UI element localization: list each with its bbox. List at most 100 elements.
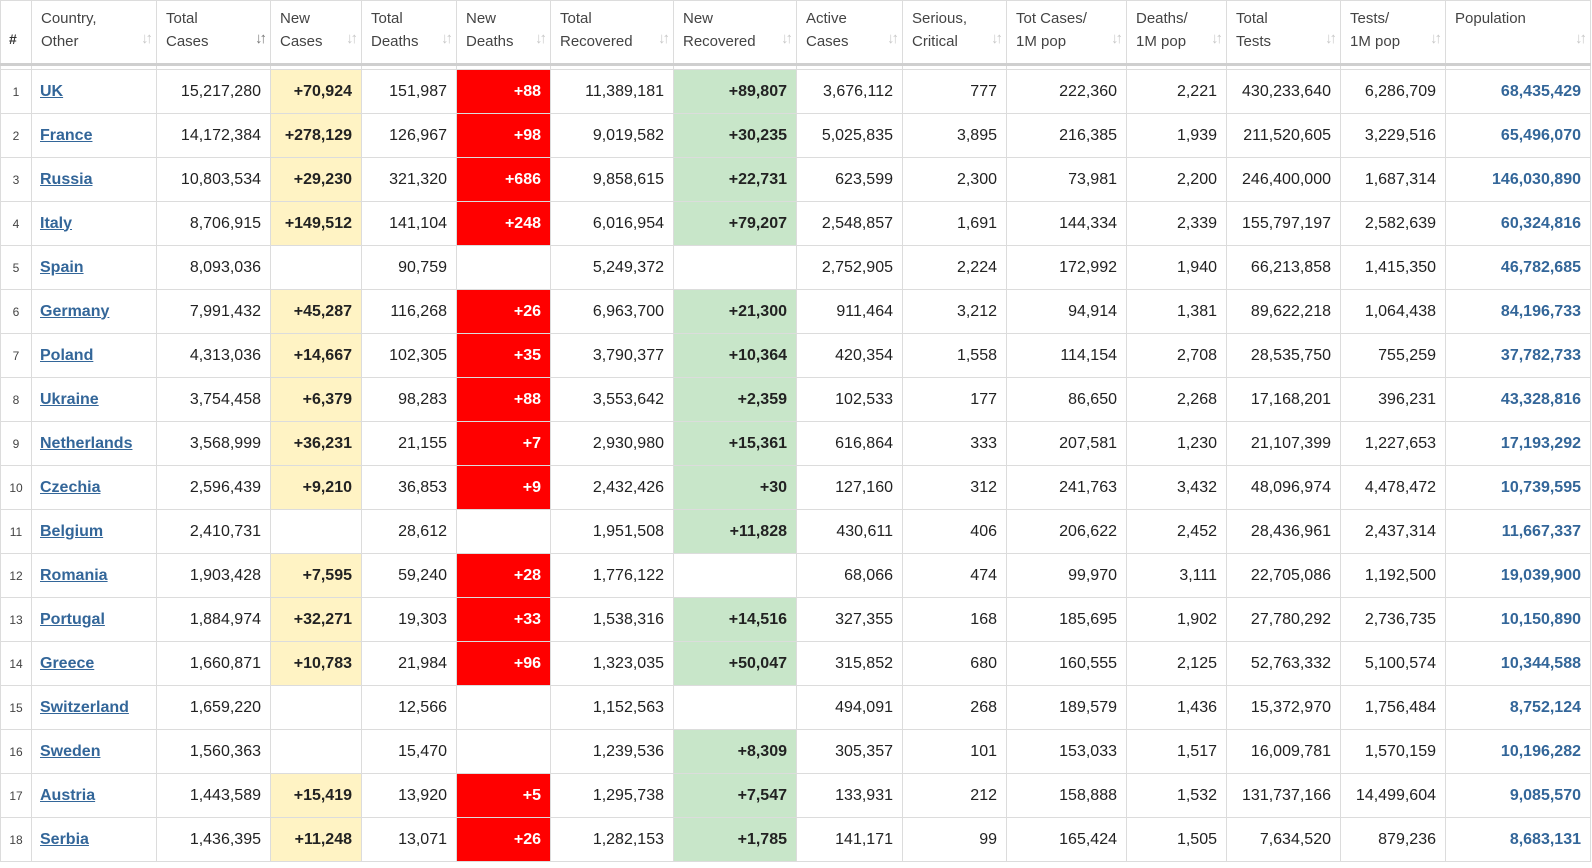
- cell-population: 11,667,337: [1445, 509, 1591, 554]
- cell-tot-cases-1m: 172,992: [1006, 245, 1127, 290]
- cell-total-cases: 10,803,534: [156, 157, 271, 202]
- country-link[interactable]: UK: [40, 82, 64, 100]
- cell-tests-1m: 396,231: [1340, 377, 1446, 422]
- cell-total-tests: 430,233,640: [1226, 69, 1341, 114]
- country-link[interactable]: Switzerland: [40, 698, 129, 716]
- country-link[interactable]: Austria: [40, 786, 96, 804]
- sort-arrows-icon[interactable]: ↓↑: [1575, 30, 1587, 47]
- column-header-population[interactable]: Population ↓↑: [1445, 0, 1591, 66]
- cell-new-cases: +45,287: [270, 289, 362, 334]
- sort-arrows-icon[interactable]: ↓↑: [535, 30, 547, 47]
- country-link[interactable]: Germany: [40, 302, 110, 320]
- column-header-country[interactable]: Country, Other ↓↑: [31, 0, 157, 66]
- country-link[interactable]: Serbia: [40, 830, 89, 848]
- cell-total-cases: 1,560,363: [156, 729, 271, 774]
- cell-total-recovered: 3,553,642: [550, 377, 674, 422]
- column-header-serious-critical[interactable]: Serious, Critical ↓↑: [902, 0, 1007, 66]
- column-header-label: Recovered: [683, 33, 756, 50]
- column-header-label: Other: [41, 33, 79, 50]
- country-link[interactable]: France: [40, 126, 93, 144]
- column-header-total-deaths[interactable]: Total Deaths ↓↑: [361, 0, 457, 66]
- country-link[interactable]: Belgium: [40, 522, 104, 540]
- sort-arrows-icon[interactable]: ↓↑: [1325, 30, 1337, 47]
- cell-total-cases: 8,093,036: [156, 245, 271, 290]
- column-header-tests-1m[interactable]: Tests/1M pop ↓↑: [1340, 0, 1446, 66]
- cell-serious-critical: 777: [902, 69, 1007, 114]
- cell-deaths-1m: 3,111: [1126, 553, 1227, 598]
- country-link[interactable]: Romania: [40, 566, 108, 584]
- cell-tot-cases-1m: 207,581: [1006, 421, 1127, 466]
- cell-tot-cases-1m: 86,650: [1006, 377, 1127, 422]
- cell-rank: 10: [0, 465, 32, 510]
- sort-arrows-icon[interactable]: ↓↑: [991, 30, 1003, 47]
- table-row: 10 Czechia 2,596,439 +9,210 36,853 +9 2,432,42…: [0, 465, 1591, 510]
- cell-new-deaths: +96: [456, 641, 551, 686]
- cell-total-tests: 66,213,858: [1226, 245, 1341, 290]
- column-header-active-cases[interactable]: Active Cases ↓↑: [796, 0, 903, 66]
- table-row: 3 Russia 10,803,534 +29,230 321,320 +686 9,858…: [0, 157, 1591, 202]
- column-header-new-deaths[interactable]: New Deaths ↓↑: [456, 0, 551, 66]
- column-header-new-recovered[interactable]: New Recovered ↓↑: [673, 0, 797, 66]
- country-link[interactable]: Sweden: [40, 742, 101, 760]
- cell-country: Germany: [31, 289, 157, 334]
- cell-serious-critical: 474: [902, 553, 1007, 598]
- cell-new-deaths: +98: [456, 113, 551, 158]
- sort-arrows-icon[interactable]: ↓↑: [887, 30, 899, 47]
- cell-population: 68,435,429: [1445, 69, 1591, 114]
- cell-tot-cases-1m: 241,763: [1006, 465, 1127, 510]
- cell-serious-critical: 212: [902, 773, 1007, 818]
- column-header-label: Deaths: [466, 33, 514, 50]
- sort-arrows-icon[interactable]: ↓↑: [441, 30, 453, 47]
- cell-total-tests: 22,705,086: [1226, 553, 1341, 598]
- cell-tests-1m: 1,570,159: [1340, 729, 1446, 774]
- cell-population: 10,150,890: [1445, 597, 1591, 642]
- sort-arrows-icon[interactable]: ↓↑: [658, 30, 670, 47]
- country-link[interactable]: Portugal: [40, 610, 105, 628]
- cell-total-recovered: 1,239,536: [550, 729, 674, 774]
- cell-new-recovered: +50,047: [673, 641, 797, 686]
- cell-rank: 9: [0, 421, 32, 466]
- country-link[interactable]: Ukraine: [40, 390, 99, 408]
- sort-arrows-icon[interactable]: ↓↑: [255, 30, 267, 47]
- cell-new-recovered: +30,235: [673, 113, 797, 158]
- country-link[interactable]: Italy: [40, 214, 73, 232]
- cell-new-recovered: [673, 685, 797, 730]
- cell-new-deaths: [456, 509, 551, 554]
- table-row: 9 Netherlands 3,568,999 +36,231 21,155 +7 2,93…: [0, 421, 1591, 466]
- column-header-total-cases[interactable]: Total Cases ↓↑: [156, 0, 271, 66]
- cell-tot-cases-1m: 185,695: [1006, 597, 1127, 642]
- column-header-new-cases[interactable]: New Cases ↓↑: [270, 0, 362, 66]
- sort-arrows-icon[interactable]: ↓↑: [141, 30, 153, 47]
- sort-arrows-icon[interactable]: ↓↑: [1430, 30, 1442, 47]
- column-header-label: New: [466, 10, 497, 27]
- sort-arrows-icon[interactable]: ↓↑: [1211, 30, 1223, 47]
- column-header-label: #: [9, 31, 17, 47]
- sort-arrows-icon[interactable]: ↓↑: [781, 30, 793, 47]
- cell-new-deaths: +88: [456, 377, 551, 422]
- cell-total-recovered: 6,016,954: [550, 201, 674, 246]
- country-link[interactable]: Greece: [40, 654, 95, 672]
- column-header-deaths-1m[interactable]: Deaths/1M pop ↓↑: [1126, 0, 1227, 66]
- cell-new-cases: +9,210: [270, 465, 362, 510]
- country-link[interactable]: Spain: [40, 258, 84, 276]
- sort-arrows-icon[interactable]: ↓↑: [346, 30, 358, 47]
- country-link[interactable]: Poland: [40, 346, 94, 364]
- column-header-total-recovered[interactable]: Total Recovered ↓↑: [550, 0, 674, 66]
- cell-rank: 16: [0, 729, 32, 774]
- cell-total-recovered: 1,323,035: [550, 641, 674, 686]
- cell-rank: 17: [0, 773, 32, 818]
- cell-population: 17,193,292: [1445, 421, 1591, 466]
- cell-total-recovered: 1,152,563: [550, 685, 674, 730]
- cell-active-cases: 315,852: [796, 641, 903, 686]
- country-link[interactable]: Netherlands: [40, 434, 133, 452]
- cell-population: 10,739,595: [1445, 465, 1591, 510]
- column-header-tot-cases-1m[interactable]: Tot Cases/1M pop ↓↑: [1006, 0, 1127, 66]
- cell-total-recovered: 1,776,122: [550, 553, 674, 598]
- cell-country: Poland: [31, 333, 157, 378]
- cell-tests-1m: 755,259: [1340, 333, 1446, 378]
- sort-arrows-icon[interactable]: ↓↑: [1111, 30, 1123, 47]
- cell-total-tests: 211,520,605: [1226, 113, 1341, 158]
- country-link[interactable]: Russia: [40, 170, 93, 188]
- country-link[interactable]: Czechia: [40, 478, 101, 496]
- column-header-total-tests[interactable]: Total Tests ↓↑: [1226, 0, 1341, 66]
